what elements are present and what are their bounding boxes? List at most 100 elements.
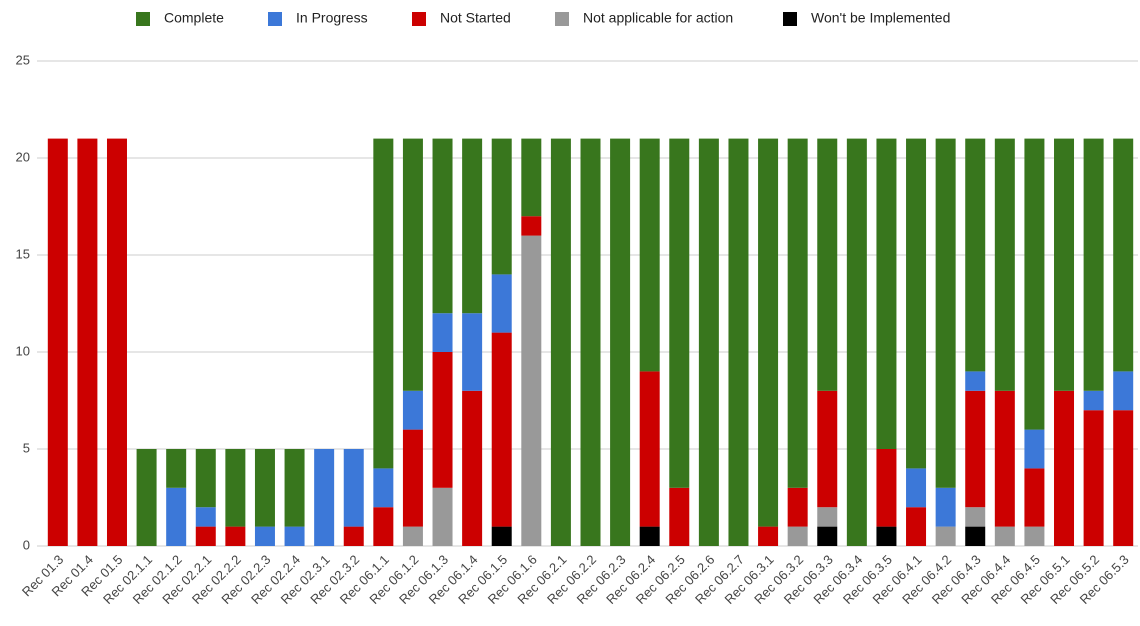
legend-swatch: [268, 12, 282, 26]
legend-label: Not Started: [440, 10, 511, 26]
bar-segment: [284, 449, 305, 527]
bar-segment: [906, 507, 927, 546]
bar-segment: [373, 468, 394, 508]
y-tick-label: 25: [16, 52, 30, 67]
legend-swatch: [783, 12, 797, 26]
bar-segment: [432, 138, 453, 314]
bar-segment: [136, 449, 157, 546]
legend-label: Not applicable for action: [583, 10, 733, 26]
bar-segment: [343, 449, 364, 527]
bar-segment: [906, 138, 927, 469]
bar-segment: [817, 526, 838, 546]
bar-segment: [77, 138, 98, 546]
bar-segment: [314, 449, 335, 546]
bar-segment: [521, 216, 542, 236]
bar-segment: [758, 526, 779, 546]
bar-segment: [965, 371, 986, 391]
bar-segment: [343, 526, 364, 546]
bar-segment: [965, 138, 986, 372]
bar-segment: [254, 449, 275, 527]
bar-segment: [994, 526, 1015, 546]
bar-segment: [876, 526, 897, 546]
bar-segment: [846, 138, 867, 546]
y-tick-label: 15: [16, 246, 30, 261]
bar-segment: [402, 526, 423, 546]
bar-segment: [610, 138, 631, 546]
bar-segment: [965, 526, 986, 546]
bar-segment: [106, 138, 127, 546]
bar-segment: [669, 487, 690, 546]
bar-segment: [639, 526, 660, 546]
bar-segment: [994, 138, 1015, 391]
bar-segment: [1054, 390, 1075, 546]
bar-segment: [817, 138, 838, 391]
bar-segment: [787, 526, 808, 546]
bar-segment: [728, 138, 749, 546]
y-tick-label: 20: [16, 149, 30, 164]
bar-segment: [758, 138, 779, 527]
bar-segment: [373, 138, 394, 469]
bar-segment: [669, 138, 690, 488]
bar-segment: [195, 449, 216, 508]
legend-label: In Progress: [296, 10, 368, 26]
bar-segment: [166, 487, 187, 546]
bar-segment: [965, 507, 986, 527]
bar-segment: [698, 138, 719, 546]
legend-swatch: [412, 12, 426, 26]
bar-segment: [432, 313, 453, 352]
y-tick-label: 0: [23, 537, 30, 552]
bar-segment: [817, 507, 838, 527]
legend-swatch: [555, 12, 569, 26]
bar-segment: [1113, 410, 1134, 546]
bar-segment: [935, 487, 956, 527]
bar-segment: [195, 526, 216, 546]
bar-segment: [402, 390, 423, 430]
bar-segment: [639, 371, 660, 527]
y-tick-label: 10: [16, 343, 30, 358]
bar-segment: [965, 390, 986, 508]
bar-segment: [1083, 390, 1104, 411]
bar-segment: [432, 352, 453, 488]
bar-segment: [402, 429, 423, 527]
bar-segment: [935, 526, 956, 546]
bar-segment: [402, 138, 423, 391]
y-tick-label: 5: [23, 440, 30, 455]
bar-segment: [787, 138, 808, 488]
bar-segment: [491, 332, 512, 527]
bar-segment: [491, 526, 512, 546]
bar-segment: [1083, 138, 1104, 391]
legend-label: Complete: [164, 10, 224, 26]
bar-segment: [462, 138, 483, 314]
bar-segment: [876, 449, 897, 527]
bar-segment: [47, 138, 68, 546]
bar-segment: [1024, 468, 1045, 527]
bar-segment: [639, 138, 660, 372]
bar-segment: [225, 449, 246, 527]
bar-segment: [876, 138, 897, 449]
bar-segment: [491, 138, 512, 275]
legend-label: Won't be Implemented: [811, 10, 950, 26]
bar-segment: [1113, 371, 1134, 411]
bar-segment: [1024, 429, 1045, 469]
bar-segment: [994, 390, 1015, 527]
bar-segment: [787, 487, 808, 527]
bar-segment: [1024, 526, 1045, 546]
bar-segment: [817, 390, 838, 508]
bar-segment: [1113, 138, 1134, 372]
bar-segment: [462, 390, 483, 546]
bar-segment: [1054, 138, 1075, 391]
bar-segment: [906, 468, 927, 508]
bar-segment: [935, 138, 956, 488]
bar-segment: [491, 274, 512, 333]
bar-segment: [284, 526, 305, 546]
legend-swatch: [136, 12, 150, 26]
bar-segment: [195, 507, 216, 527]
bar-segment: [225, 526, 246, 546]
bar-segment: [1024, 138, 1045, 430]
bar-segment: [521, 138, 542, 217]
bar-segment: [580, 138, 601, 546]
bar-segment: [373, 507, 394, 546]
bar-segment: [254, 526, 275, 546]
bar-segment: [550, 138, 571, 546]
